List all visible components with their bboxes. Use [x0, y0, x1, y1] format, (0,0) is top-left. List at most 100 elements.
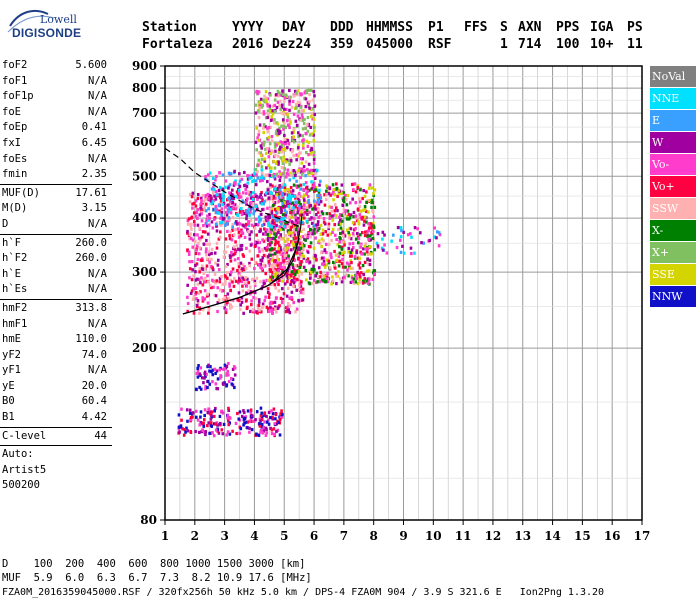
echo-point — [272, 264, 275, 268]
echo-point — [199, 290, 202, 294]
echo-point — [228, 237, 232, 241]
echo-point — [200, 212, 203, 216]
echo-point — [301, 157, 304, 161]
echo-point — [301, 127, 305, 131]
echo-point — [316, 222, 320, 227]
echo-point — [226, 222, 229, 226]
echo-point — [301, 253, 304, 257]
echo-point — [214, 204, 218, 209]
param-row-hes: h`Es N/A — [0, 282, 112, 298]
echo-point — [362, 208, 365, 212]
echo-point — [196, 299, 200, 303]
echo-point — [252, 277, 255, 281]
echo-point — [267, 147, 271, 151]
echo-point — [237, 235, 241, 239]
echo-point — [304, 268, 308, 273]
echo-point — [208, 412, 212, 416]
echo-point — [229, 202, 233, 206]
echo-point — [354, 237, 358, 241]
echo-point — [190, 195, 194, 199]
echo-point — [273, 121, 277, 125]
echo-point — [299, 118, 302, 122]
echo-point — [186, 249, 189, 253]
echo-point — [327, 191, 331, 196]
echo-point — [260, 190, 263, 195]
echo-point — [259, 161, 262, 165]
echo-point — [253, 290, 257, 295]
echo-point — [295, 170, 299, 174]
echo-point — [196, 277, 199, 281]
echo-point — [297, 146, 300, 150]
echo-point — [249, 210, 252, 214]
echo-point — [362, 272, 365, 277]
echo-point — [265, 228, 269, 232]
echo-point — [259, 212, 263, 216]
echo-point — [218, 209, 221, 213]
echo-point — [292, 203, 296, 207]
echo-point — [249, 408, 253, 412]
echo-point — [245, 191, 248, 195]
echo-point — [247, 222, 251, 226]
echo-point — [402, 251, 406, 255]
echo-point — [194, 214, 198, 218]
echo-point — [273, 269, 276, 273]
echo-point — [274, 296, 278, 300]
echo-point — [238, 172, 241, 176]
echo-point — [290, 105, 294, 109]
echo-point — [312, 129, 316, 133]
echo-point — [217, 211, 221, 215]
echo-point — [259, 428, 263, 433]
echo-point — [271, 255, 275, 259]
echo-point — [266, 418, 270, 422]
echo-point — [273, 242, 277, 247]
echo-point — [278, 147, 281, 152]
echo-point — [327, 222, 331, 226]
echo-point — [278, 418, 282, 422]
echo-point — [311, 207, 314, 211]
echo-point — [258, 102, 262, 107]
echo-point — [261, 255, 265, 260]
echo-point — [410, 235, 413, 239]
echo-point — [249, 193, 252, 197]
echo-point — [289, 171, 292, 175]
echo-point — [286, 115, 290, 119]
echo-point — [308, 106, 311, 110]
echo-point — [328, 266, 332, 270]
echo-point — [251, 195, 254, 199]
echo-point — [214, 422, 217, 426]
echo-point — [271, 184, 274, 188]
echo-point — [221, 297, 225, 301]
echo-point — [284, 200, 288, 204]
echo-point — [376, 244, 380, 248]
echo-point — [361, 196, 364, 201]
echo-point — [192, 274, 195, 278]
echo-point — [222, 367, 225, 371]
echo-point — [255, 217, 258, 221]
echo-point — [298, 247, 301, 252]
echo-point — [308, 133, 312, 137]
echo-point — [262, 126, 265, 130]
echo-point — [256, 223, 260, 227]
echo-point — [293, 272, 297, 277]
echo-point — [286, 168, 290, 172]
echo-point — [221, 432, 225, 436]
echo-point — [348, 201, 352, 205]
echo-point — [328, 212, 332, 216]
echo-point — [279, 99, 282, 103]
echo-point — [288, 117, 291, 122]
echo-point — [288, 266, 291, 271]
echo-point — [371, 229, 375, 234]
echo-point — [255, 173, 258, 177]
echo-point — [306, 250, 310, 254]
echo-point — [260, 417, 264, 422]
echo-point — [356, 186, 360, 190]
echo-point — [190, 289, 194, 293]
echo-point — [349, 250, 353, 255]
echo-point — [301, 235, 305, 239]
param-value: N/A — [88, 217, 107, 230]
echo-point — [206, 192, 210, 197]
echo-point — [273, 247, 276, 251]
echo-point — [263, 140, 266, 144]
x-tick-label: 6 — [310, 529, 318, 543]
echo-point — [231, 267, 235, 271]
